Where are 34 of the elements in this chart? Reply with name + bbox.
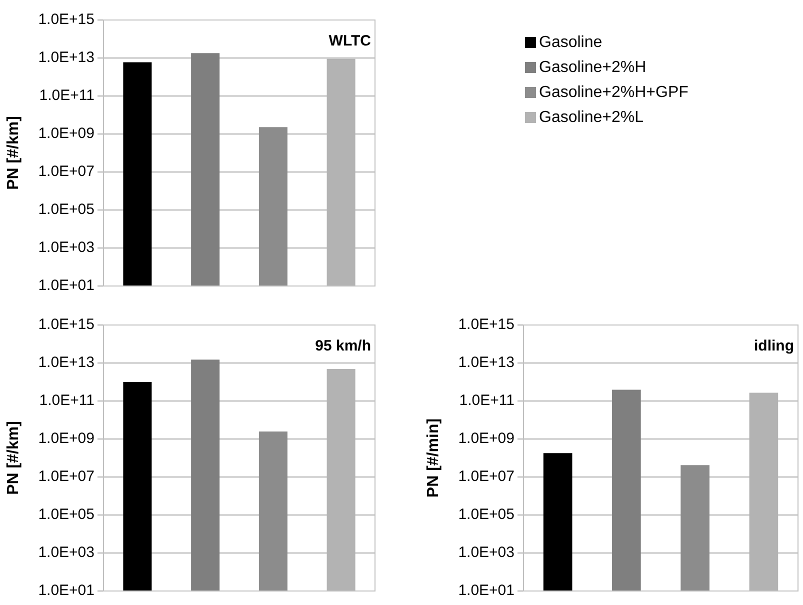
y-tick-label: 1.0E+09 [458,430,514,448]
y-tick-label: 1.0E+15 [38,11,94,28]
y-tick-label: 1.0E+07 [458,468,514,486]
y-tick-label: 1.0E+07 [38,468,94,486]
y-tick-label: 1.0E+05 [458,506,514,524]
y-tick-label: 1.0E+13 [458,354,514,372]
legend-label: Gasoline+2%H+GPF [539,84,688,102]
legend-label: Gasoline+2%H [539,58,646,76]
y-tick-label: 1.0E+03 [38,239,94,256]
y-axis-title: PN [#/min] [425,418,442,498]
y-tick-label: 1.0E+03 [458,544,514,562]
y-tick-label: 1.0E+13 [38,354,94,372]
y-tick-label: 1.0E+01 [38,582,94,600]
y-tick-label: 1.0E+11 [39,87,94,104]
y-tick-label: 1.0E+15 [38,316,94,334]
y-tick-label: 1.0E+05 [38,506,94,524]
y-tick-label: 1.0E+03 [38,544,94,562]
text: 95 km/h [315,338,371,355]
text: WLTC [328,32,372,50]
y-axis-title: PN [#/km] [5,116,22,190]
y-tick-label: 1.0E+01 [38,277,94,294]
y-axis-title: PN [#/km] [5,421,22,495]
legend-label: Gasoline [539,34,602,52]
legend-label: Gasoline+2%L [539,108,644,126]
y-tick-label: 1.0E+09 [38,125,94,142]
y-tick-label: 1.0E+15 [458,316,514,334]
y-tick-label: 1.0E+09 [38,430,94,448]
y-tick-label: 1.0E+05 [38,201,94,218]
y-tick-label: 1.0E+13 [38,49,94,66]
y-tick-label: 1.0E+11 [459,392,514,410]
y-tick-label: 1.0E+01 [458,582,514,600]
y-tick-label: 1.0E+11 [39,392,94,410]
text: idling [754,338,794,355]
y-tick-label: 1.0E+07 [38,163,94,180]
